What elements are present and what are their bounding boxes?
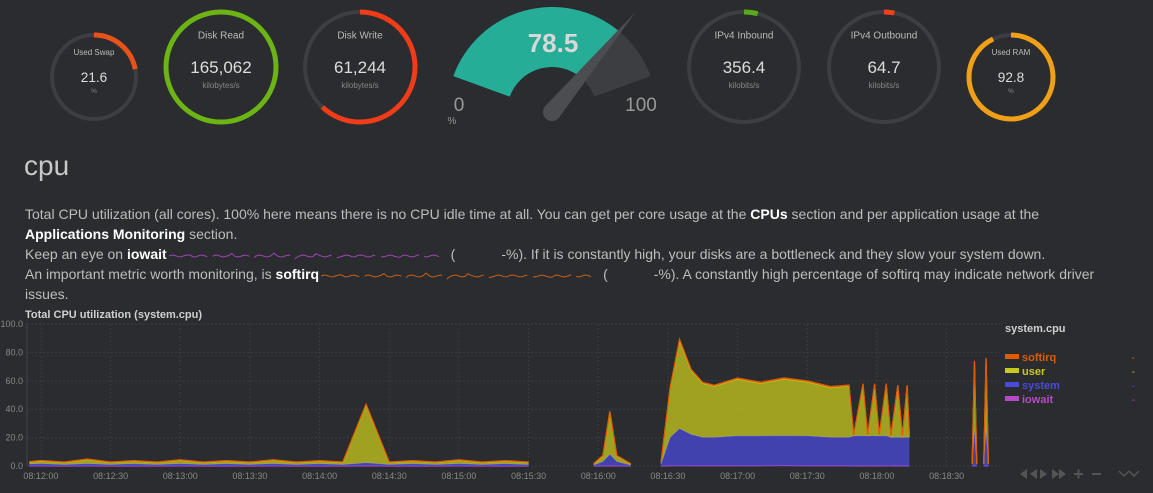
x-tick-label: 08:13:30 bbox=[232, 471, 267, 481]
gauge-value: 356.4 bbox=[723, 58, 766, 77]
text: -%). If it is constantly high, your disk… bbox=[501, 246, 1046, 262]
legend-swatch bbox=[1005, 368, 1019, 373]
gauges: Used Swap 21.6% Disk Read 165,062 kilobytes/… bbox=[50, 6, 1056, 127]
legend-label: system bbox=[1022, 380, 1060, 392]
sparkline-line bbox=[168, 252, 439, 260]
gauge-min: 0 bbox=[454, 95, 465, 116]
gauge-units: kilobytes/s bbox=[341, 81, 378, 90]
y-tick-label: 80.0 bbox=[5, 347, 23, 357]
gauge-value: 165,062 bbox=[190, 58, 251, 77]
gauge-max: 100 bbox=[625, 95, 657, 116]
area bbox=[29, 340, 989, 466]
legend-swatch bbox=[1005, 382, 1019, 387]
gauge-value: 61,244 bbox=[334, 58, 386, 77]
play[interactable] bbox=[1040, 469, 1047, 479]
gauge-title: IPv4 Outbound bbox=[851, 30, 918, 41]
gauge-hub bbox=[543, 103, 561, 121]
gauge-title: IPv4 Inbound bbox=[715, 30, 774, 41]
legend-value: - bbox=[1132, 367, 1135, 378]
y-tick-label: 60.0 bbox=[5, 376, 23, 386]
sparkline bbox=[168, 252, 439, 260]
gauge-value: 78.5 bbox=[528, 28, 579, 58]
gauge-title: Used RAM bbox=[992, 48, 1031, 57]
x-tick-label: 08:12:30 bbox=[93, 471, 128, 481]
zoom-in[interactable] bbox=[1074, 469, 1083, 479]
area-line bbox=[29, 338, 989, 465]
legend-label: softirq bbox=[1022, 352, 1056, 364]
gauge-units: % bbox=[91, 88, 97, 95]
gauge-arc bbox=[320, 9, 418, 125]
text: Keep an eye on bbox=[25, 246, 127, 262]
sparkline-line bbox=[320, 272, 592, 280]
gauge-units: % bbox=[448, 116, 457, 127]
y-tick-label: 40.0 bbox=[5, 404, 23, 414]
link-text[interactable]: Applications Monitoring bbox=[25, 226, 186, 242]
text: -%). A constantly high percentage of sof… bbox=[25, 266, 1095, 302]
x-tick-label: 08:14:00 bbox=[302, 471, 337, 481]
x-tick-label: 08:16:00 bbox=[581, 471, 616, 481]
sparkline bbox=[320, 272, 592, 280]
gauge-units: kilobits/s bbox=[869, 81, 900, 90]
text: ( bbox=[450, 246, 456, 262]
x-tick-label: 08:17:30 bbox=[790, 471, 825, 481]
x-tick-label: 08:12:00 bbox=[23, 471, 58, 481]
chart-controls[interactable] bbox=[1020, 469, 1140, 479]
gauge-needle bbox=[545, 12, 636, 118]
section-description: Total CPU utilization (all cores). 100% … bbox=[25, 204, 1125, 304]
gauge-arc bbox=[93, 32, 138, 70]
text: section. bbox=[185, 226, 238, 242]
x-tick-label: 08:15:00 bbox=[441, 471, 476, 481]
legend-swatch bbox=[1005, 396, 1019, 401]
x-tick-label: 08:16:30 bbox=[650, 471, 685, 481]
x-tick-label: 08:13:00 bbox=[163, 471, 198, 481]
zoom-out[interactable] bbox=[1092, 473, 1101, 475]
gauge-units: kilobytes/s bbox=[202, 81, 239, 90]
gauge-title: Used Swap bbox=[74, 48, 115, 57]
area bbox=[29, 428, 989, 466]
x-tick-label: 08:18:00 bbox=[859, 471, 894, 481]
x-tick-label: 08:15:30 bbox=[511, 471, 546, 481]
link-text[interactable]: CPUs bbox=[750, 206, 788, 222]
gauge-title: Disk Read bbox=[198, 30, 244, 41]
section-title: cpu bbox=[24, 150, 70, 181]
area bbox=[29, 339, 989, 464]
legend-swatch bbox=[1005, 354, 1019, 359]
gauge-arc bbox=[966, 32, 1056, 122]
text: Total CPU utilization (all cores). 100% … bbox=[25, 206, 751, 222]
x-tick-label: 08:18:30 bbox=[929, 471, 964, 481]
text: section and per application usage at the bbox=[787, 206, 1040, 222]
gauge-value: 21.6 bbox=[81, 70, 107, 85]
gauge-value: 64.7 bbox=[867, 58, 900, 77]
area-line bbox=[29, 337, 989, 465]
y-tick-label: 0.0 bbox=[10, 461, 23, 471]
gauge-arc bbox=[743, 9, 759, 17]
gauge-value: 92.8 bbox=[998, 70, 1024, 85]
legend-title: system.cpu bbox=[1005, 323, 1066, 335]
gauge-arc bbox=[163, 9, 279, 125]
text: ( bbox=[603, 266, 608, 282]
gauge-arc bbox=[883, 9, 895, 16]
gauge-units: kilobits/s bbox=[729, 81, 760, 90]
x-tick-label: 08:17:00 bbox=[720, 471, 755, 481]
area-line bbox=[29, 427, 989, 466]
legend-value: - bbox=[1132, 353, 1135, 364]
legend-value: - bbox=[1132, 381, 1135, 392]
chart-title: Total CPU utilization (system.cpu) bbox=[25, 309, 202, 321]
x-tick-label: 08:14:30 bbox=[372, 471, 407, 481]
legend-label: user bbox=[1022, 366, 1046, 378]
y-tick-label: 100.0 bbox=[0, 319, 23, 329]
text: An important metric worth monitoring, is bbox=[25, 266, 276, 282]
link-text[interactable]: iowait bbox=[126, 246, 167, 262]
gauge-title: Disk Write bbox=[337, 30, 383, 41]
legend-label: iowait bbox=[1022, 394, 1054, 406]
y-tick-label: 20.0 bbox=[5, 433, 23, 443]
pan-left[interactable] bbox=[1020, 469, 1037, 479]
link-text[interactable]: softirq bbox=[275, 266, 320, 282]
gauge-units: % bbox=[1008, 88, 1014, 95]
resize[interactable] bbox=[1118, 470, 1140, 478]
legend-value: - bbox=[1132, 395, 1135, 406]
pan-right[interactable] bbox=[1052, 469, 1066, 479]
